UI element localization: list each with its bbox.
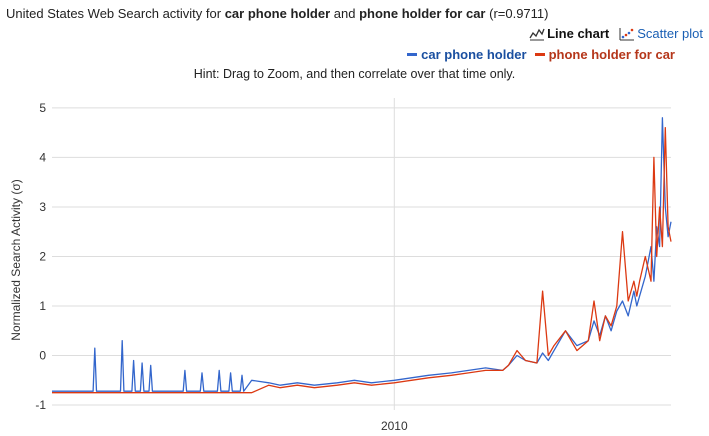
legend-item-a[interactable]: car phone holder bbox=[407, 47, 527, 62]
title-suffix: (r=0.9711) bbox=[485, 6, 549, 21]
x-tick-label: 2010 bbox=[381, 419, 408, 433]
series-line-phone-holder-for-car bbox=[52, 127, 672, 394]
line-chart-label: Line chart bbox=[547, 26, 610, 41]
y-tick-label: 4 bbox=[39, 150, 46, 164]
legend-item-b[interactable]: phone holder for car bbox=[534, 47, 675, 62]
scatter-plot-icon bbox=[619, 27, 635, 40]
y-axis-label: Normalized Search Activity (σ) bbox=[9, 179, 23, 340]
view-toggle: Line chart Scatter plot bbox=[529, 26, 703, 41]
y-tick-label: 1 bbox=[39, 299, 46, 313]
line-chart-icon bbox=[529, 28, 545, 40]
series-line-car-phone-holder bbox=[52, 117, 672, 392]
legend-swatch-a bbox=[407, 53, 418, 56]
title-term-a: car phone holder bbox=[224, 6, 331, 21]
legend: car phone holder phone holder for car bbox=[407, 47, 675, 62]
legend-label-a: car phone holder bbox=[421, 47, 527, 62]
y-tick-label: 5 bbox=[39, 101, 46, 115]
legend-swatch-b bbox=[534, 53, 545, 56]
scatter-plot-option[interactable]: Scatter plot bbox=[619, 26, 703, 41]
scatter-plot-label: Scatter plot bbox=[637, 26, 703, 41]
title-and: and bbox=[330, 6, 360, 21]
grid bbox=[52, 98, 671, 410]
legend-label-b: phone holder for car bbox=[548, 47, 675, 62]
y-axis-ticks: -1 0 1 2 3 4 5 bbox=[35, 101, 46, 412]
title-term-b: phone holder for car bbox=[359, 6, 486, 21]
zoom-hint: Hint: Drag to Zoom, and then correlate o… bbox=[193, 67, 516, 81]
line-chart-option[interactable]: Line chart bbox=[529, 26, 609, 41]
x-axis-ticks: 2010 bbox=[381, 419, 408, 433]
y-tick-label: 2 bbox=[39, 249, 46, 263]
chart-title: United States Web Search activity for ca… bbox=[6, 6, 549, 21]
y-tick-label: 0 bbox=[39, 349, 46, 363]
y-tick-label: 3 bbox=[39, 200, 46, 214]
title-prefix: United States Web Search activity for bbox=[6, 6, 225, 21]
y-tick-label: -1 bbox=[35, 398, 46, 412]
series-lines bbox=[52, 117, 672, 394]
